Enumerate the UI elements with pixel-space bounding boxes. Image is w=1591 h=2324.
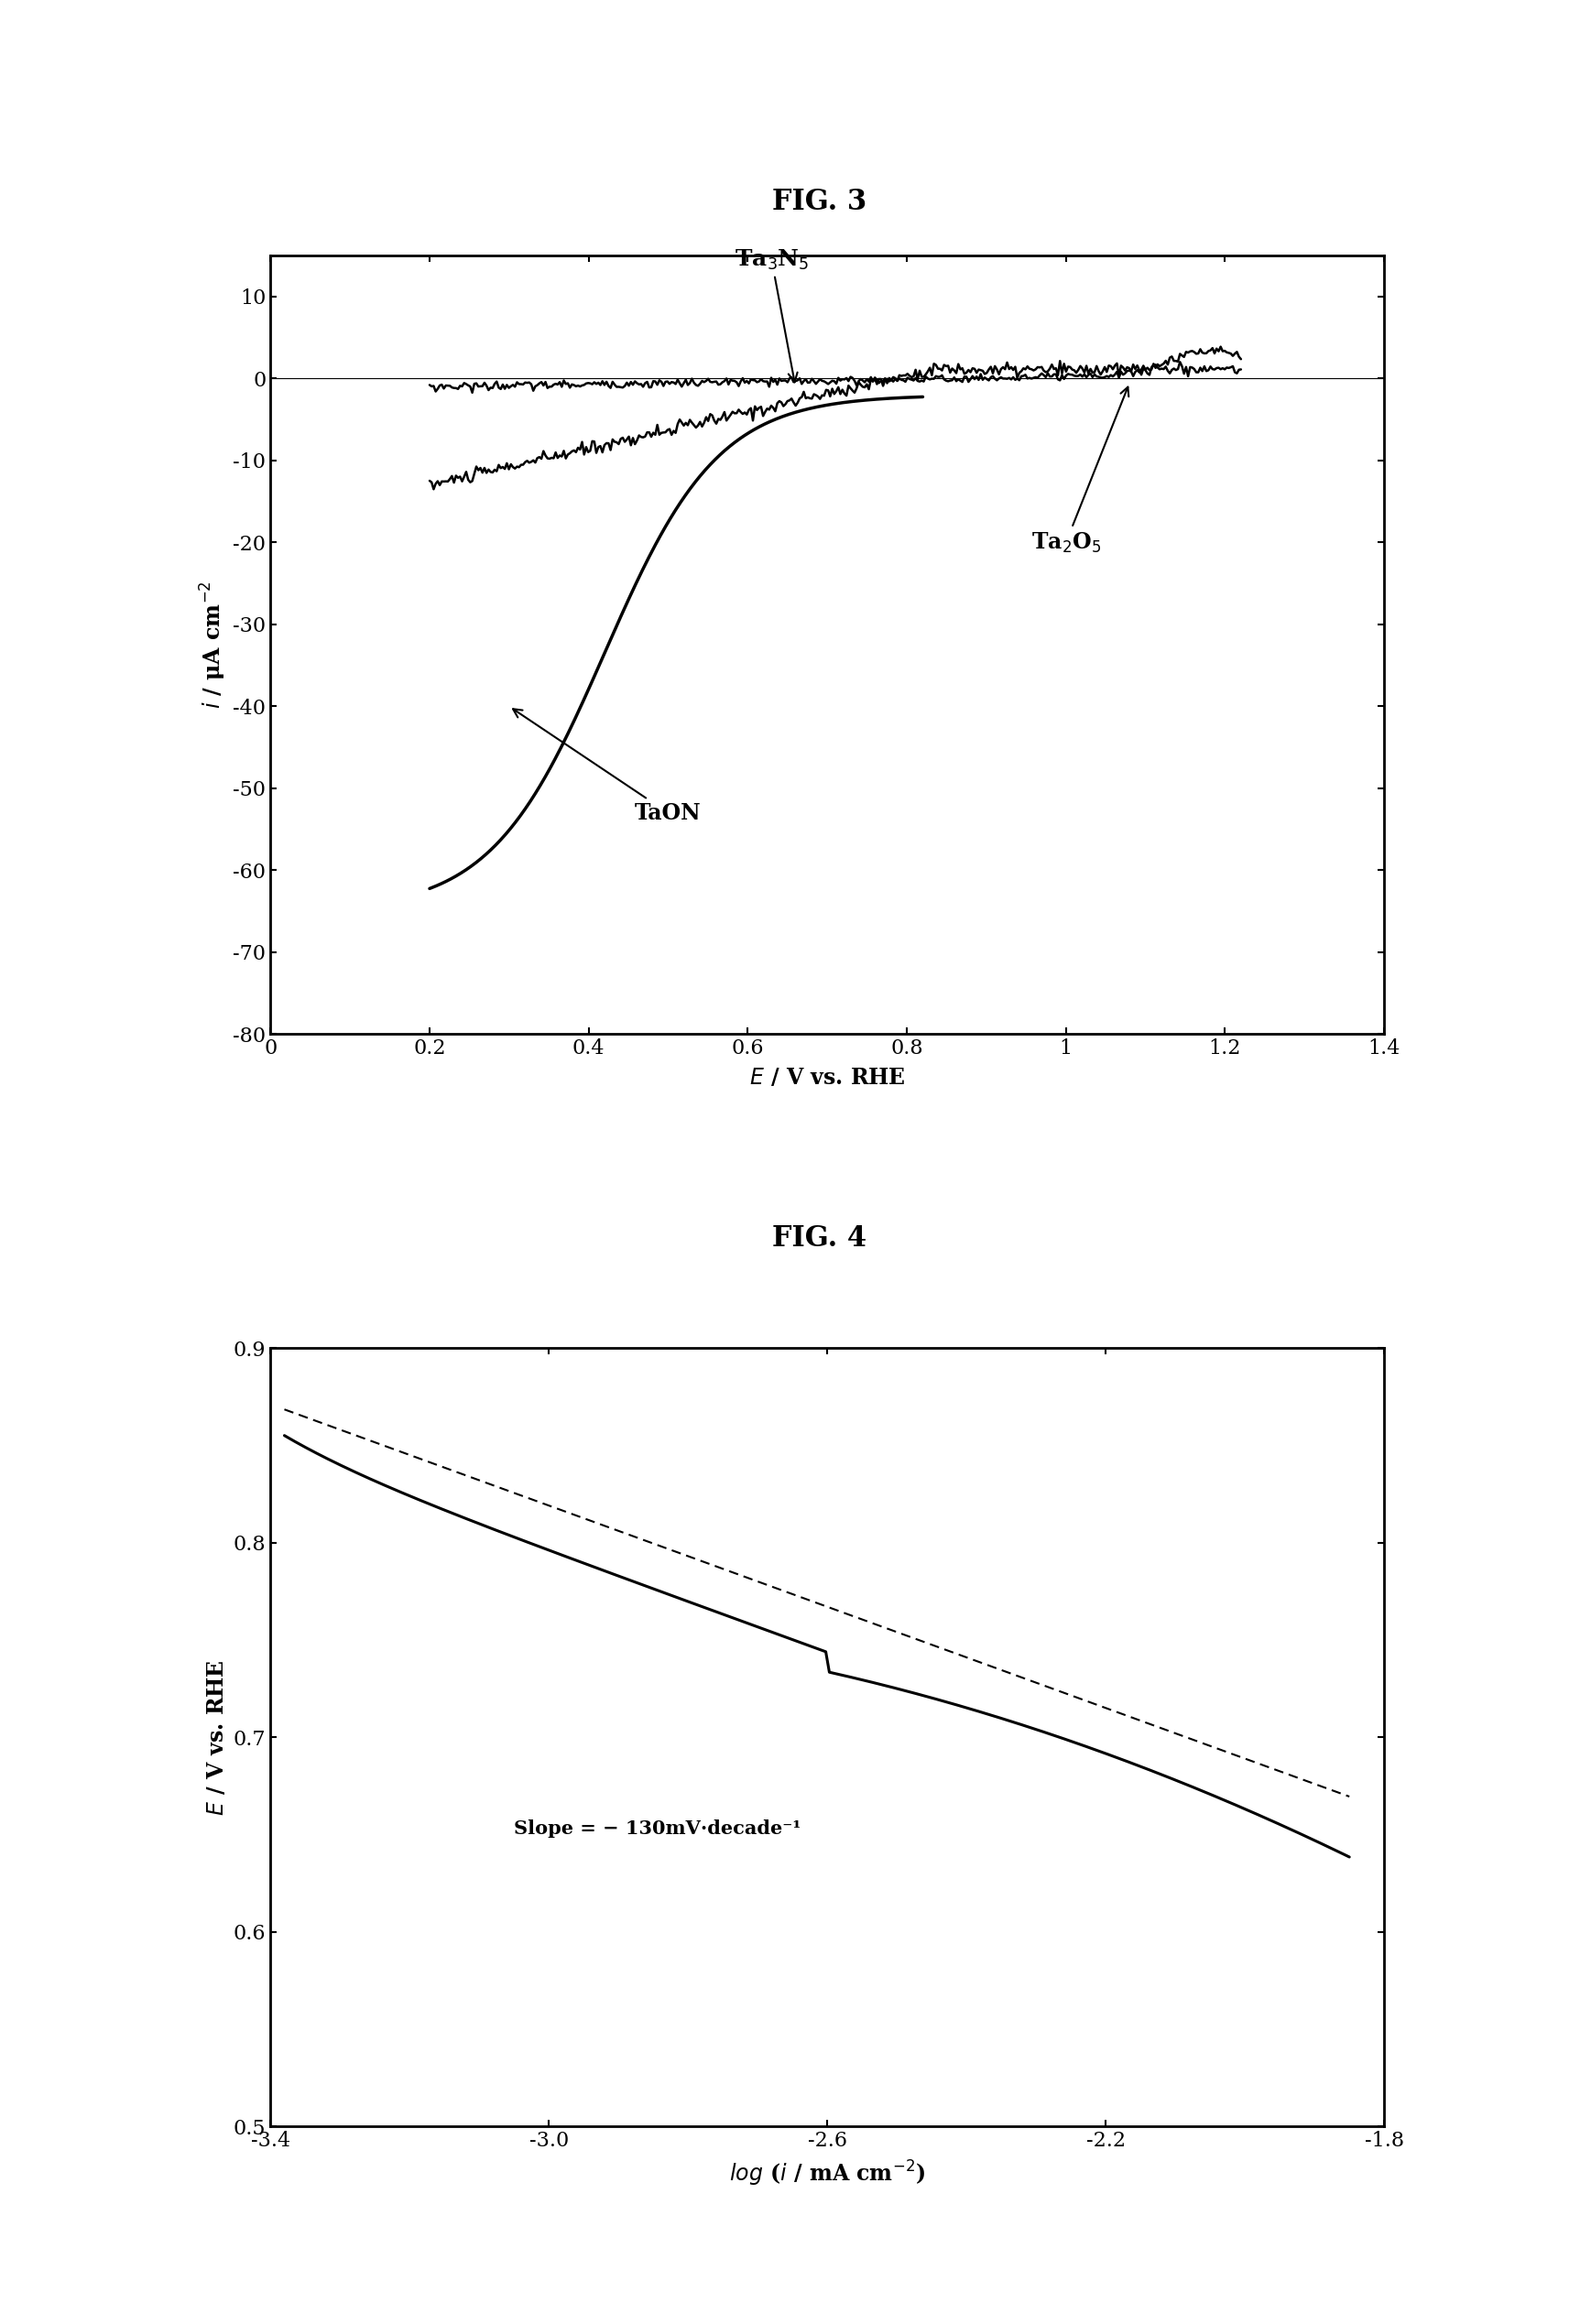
Text: Ta$_3$N$_5$: Ta$_3$N$_5$ xyxy=(735,249,808,381)
Y-axis label: $\mathit{i}$ / μA cm$^{-2}$: $\mathit{i}$ / μA cm$^{-2}$ xyxy=(199,581,228,709)
Text: Slope = − 130mV·decade⁻¹: Slope = − 130mV·decade⁻¹ xyxy=(514,1820,802,1838)
Text: FIG. 3: FIG. 3 xyxy=(772,188,867,216)
Text: FIG. 4: FIG. 4 xyxy=(772,1225,867,1253)
X-axis label: $\mathit{log}$ ($\mathit{i}$ / mA cm$^{-2}$): $\mathit{log}$ ($\mathit{i}$ / mA cm$^{-… xyxy=(729,2159,926,2189)
Y-axis label: $\mathit{E}$ / V vs. RHE: $\mathit{E}$ / V vs. RHE xyxy=(207,1659,228,1815)
X-axis label: $\mathit{E}$ / V vs. RHE: $\mathit{E}$ / V vs. RHE xyxy=(749,1067,905,1088)
Text: Ta$_2$O$_5$: Ta$_2$O$_5$ xyxy=(1031,388,1128,555)
Text: TaON: TaON xyxy=(512,709,702,825)
